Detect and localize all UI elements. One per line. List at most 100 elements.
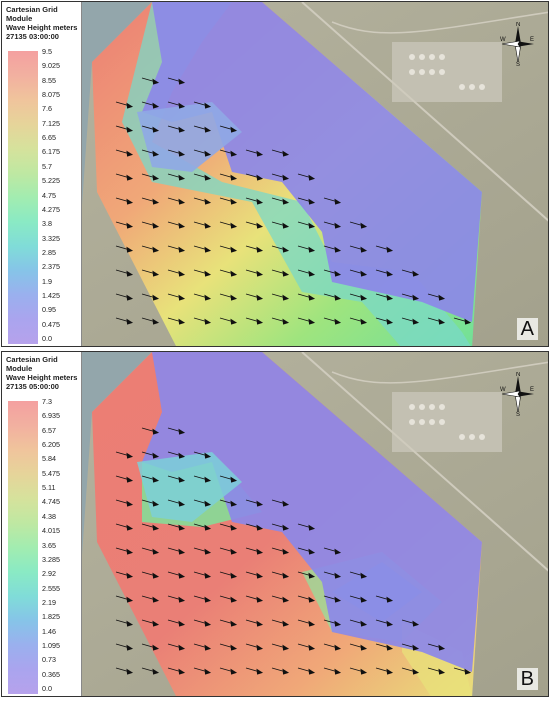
legend-tick-label: 2.555 [42,583,60,593]
wave-direction-arrowhead [152,78,160,85]
wave-direction-arrowhead [386,270,394,277]
wave-direction-arrowhead [178,668,186,675]
wave-direction-arrowhead [308,174,316,181]
wave-direction-arrowhead [334,548,342,555]
wave-direction-arrowhead [126,644,134,651]
legend-tick-label: 6.175 [42,147,60,157]
wave-direction-arrowhead [204,668,212,675]
wave-direction-arrowhead [438,668,446,675]
wave-direction-arrowhead [308,246,316,253]
wave-direction-arrowhead [126,572,134,579]
wave-direction-arrowhead [230,500,238,507]
legend-tick-label: 5.84 [42,454,56,464]
legend-timestamp: 27135 03:00:00 [6,32,59,41]
compass-rose-icon: N E S W [500,372,534,416]
wave-direction-arrowhead [204,198,212,205]
wave-direction-arrowhead [152,174,160,181]
wave-direction-arrowhead [360,644,368,651]
wave-direction-arrowhead [178,428,186,435]
wave-direction-arrowhead [126,246,134,253]
wave-direction-arrowhead [152,668,160,675]
wave-direction-arrowhead [256,620,264,627]
wave-direction-arrowhead [126,318,134,325]
map-panel-b: Cartesian Grid Module Wave Height meters… [1,351,549,697]
legend-a: Cartesian Grid Module Wave Height meters… [2,2,82,346]
wave-direction-arrowhead [282,198,290,205]
wave-direction-arrowhead [360,572,368,579]
wave-direction-arrowhead [152,524,160,531]
legend-tick-label: 2.85 [42,247,56,257]
wave-direction-arrowhead [256,500,264,507]
wave-direction-arrowhead [152,572,160,579]
wave-direction-arrowhead [464,668,472,675]
wave-direction-arrowhead [334,620,342,627]
harbor-overlay-b [142,352,482,672]
wave-height-map-a [2,2,548,346]
wave-direction-arrowhead [152,476,160,483]
wave-direction-arrowhead [126,222,134,229]
wave-direction-arrowhead [360,668,368,675]
wave-direction-arrowhead [256,596,264,603]
wave-direction-arrowhead [334,246,342,253]
wave-direction-arrowhead [334,668,342,675]
wave-direction-arrowhead [230,476,238,483]
wave-direction-arrowhead [230,524,238,531]
wave-direction-arrowhead [230,174,238,181]
wave-direction-arrowhead [282,500,290,507]
wave-direction-arrowhead [178,222,186,229]
legend-tick-label: 6.57 [42,425,56,435]
legend-tick-label: 8.55 [42,75,56,85]
wave-direction-arrowhead [256,318,264,325]
wave-direction-arrowhead [126,476,134,483]
wave-direction-arrowhead [308,596,316,603]
wave-direction-arrowhead [152,596,160,603]
wave-direction-arrowhead [256,174,264,181]
wave-direction-arrowhead [230,246,238,253]
color-scale-bar-a [8,51,38,344]
wave-direction-arrowhead [126,294,134,301]
wave-direction-arrowhead [282,270,290,277]
wave-direction-arrowhead [152,452,160,459]
wave-direction-arrowhead [308,222,316,229]
wave-direction-arrowhead [178,476,186,483]
legend-title-line1: Cartesian Grid Module [6,5,58,23]
legend-tick-label: 0.0 [42,684,52,693]
wave-direction-arrowhead [282,174,290,181]
wave-direction-arrowhead [282,294,290,301]
wave-direction-arrowhead [334,294,342,301]
legend-tick-label: 4.75 [42,190,56,200]
wave-direction-arrowhead [204,270,212,277]
compass-s: S [516,412,520,416]
legend-tick-label: 1.9 [42,276,52,286]
legend-tick-label: 1.825 [42,612,60,622]
wave-direction-arrowhead [152,246,160,253]
wave-direction-arrowhead [152,270,160,277]
wave-direction-arrowhead [152,548,160,555]
harbor-overlay-a [142,2,482,322]
legend-tick-label: 2.375 [42,262,60,272]
compass-e: E [530,37,534,43]
wave-direction-arrowhead [386,620,394,627]
wave-direction-arrowhead [334,222,342,229]
wave-direction-arrowhead [126,620,134,627]
wave-direction-arrowhead [204,294,212,301]
wave-direction-arrowhead [334,198,342,205]
map-panel-a: Cartesian Grid Module Wave Height meters… [1,1,549,347]
wave-direction-arrowhead [256,668,264,675]
wave-direction-arrowhead [282,572,290,579]
wave-direction-arrowhead [308,668,316,675]
legend-tick-label: 1.095 [42,640,60,650]
wave-direction-arrowhead [308,572,316,579]
wave-direction-arrowhead [282,596,290,603]
wave-direction-arrowhead [152,500,160,507]
compass-n: N [516,22,520,28]
wave-direction-arrowhead [386,596,394,603]
wave-direction-arrowhead [308,548,316,555]
wave-direction-arrowhead [386,246,394,253]
wave-height-map-b [2,352,548,696]
wave-direction-arrowhead [412,668,420,675]
wave-direction-arrowhead [230,572,238,579]
wave-direction-arrowhead [282,318,290,325]
legend-tick-label: 2.92 [42,569,56,579]
wave-direction-arrowhead [126,668,134,675]
